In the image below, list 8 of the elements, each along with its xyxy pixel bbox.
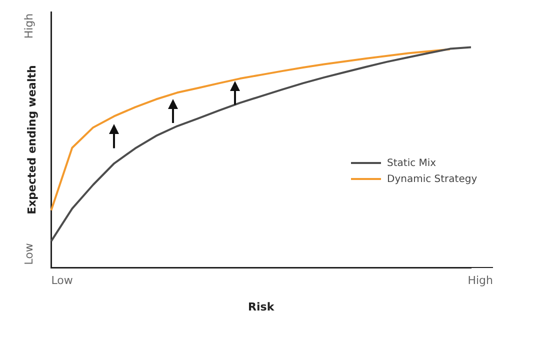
text: Low [51,274,73,287]
text: High [22,13,36,39]
legend-label: Static Mix [387,158,436,169]
text: High [468,274,493,287]
legend-label: Dynamic Strategy [387,174,478,185]
text: Low [22,242,36,264]
y-axis-title: Expected ending wealth [25,65,38,214]
x-axis-title: Risk [248,300,275,314]
